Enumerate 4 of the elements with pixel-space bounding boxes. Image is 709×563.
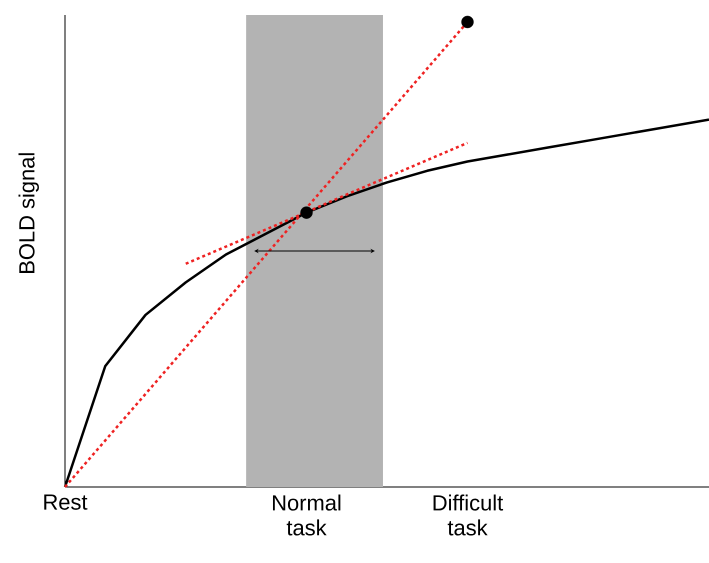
x-tick-label: Rest	[44, 494, 88, 510]
x-tick-label: Difficult task	[434, 494, 504, 536]
y-axis-title: BOLD signal	[18, 153, 39, 273]
x-tick-label: Normal task	[272, 494, 340, 536]
